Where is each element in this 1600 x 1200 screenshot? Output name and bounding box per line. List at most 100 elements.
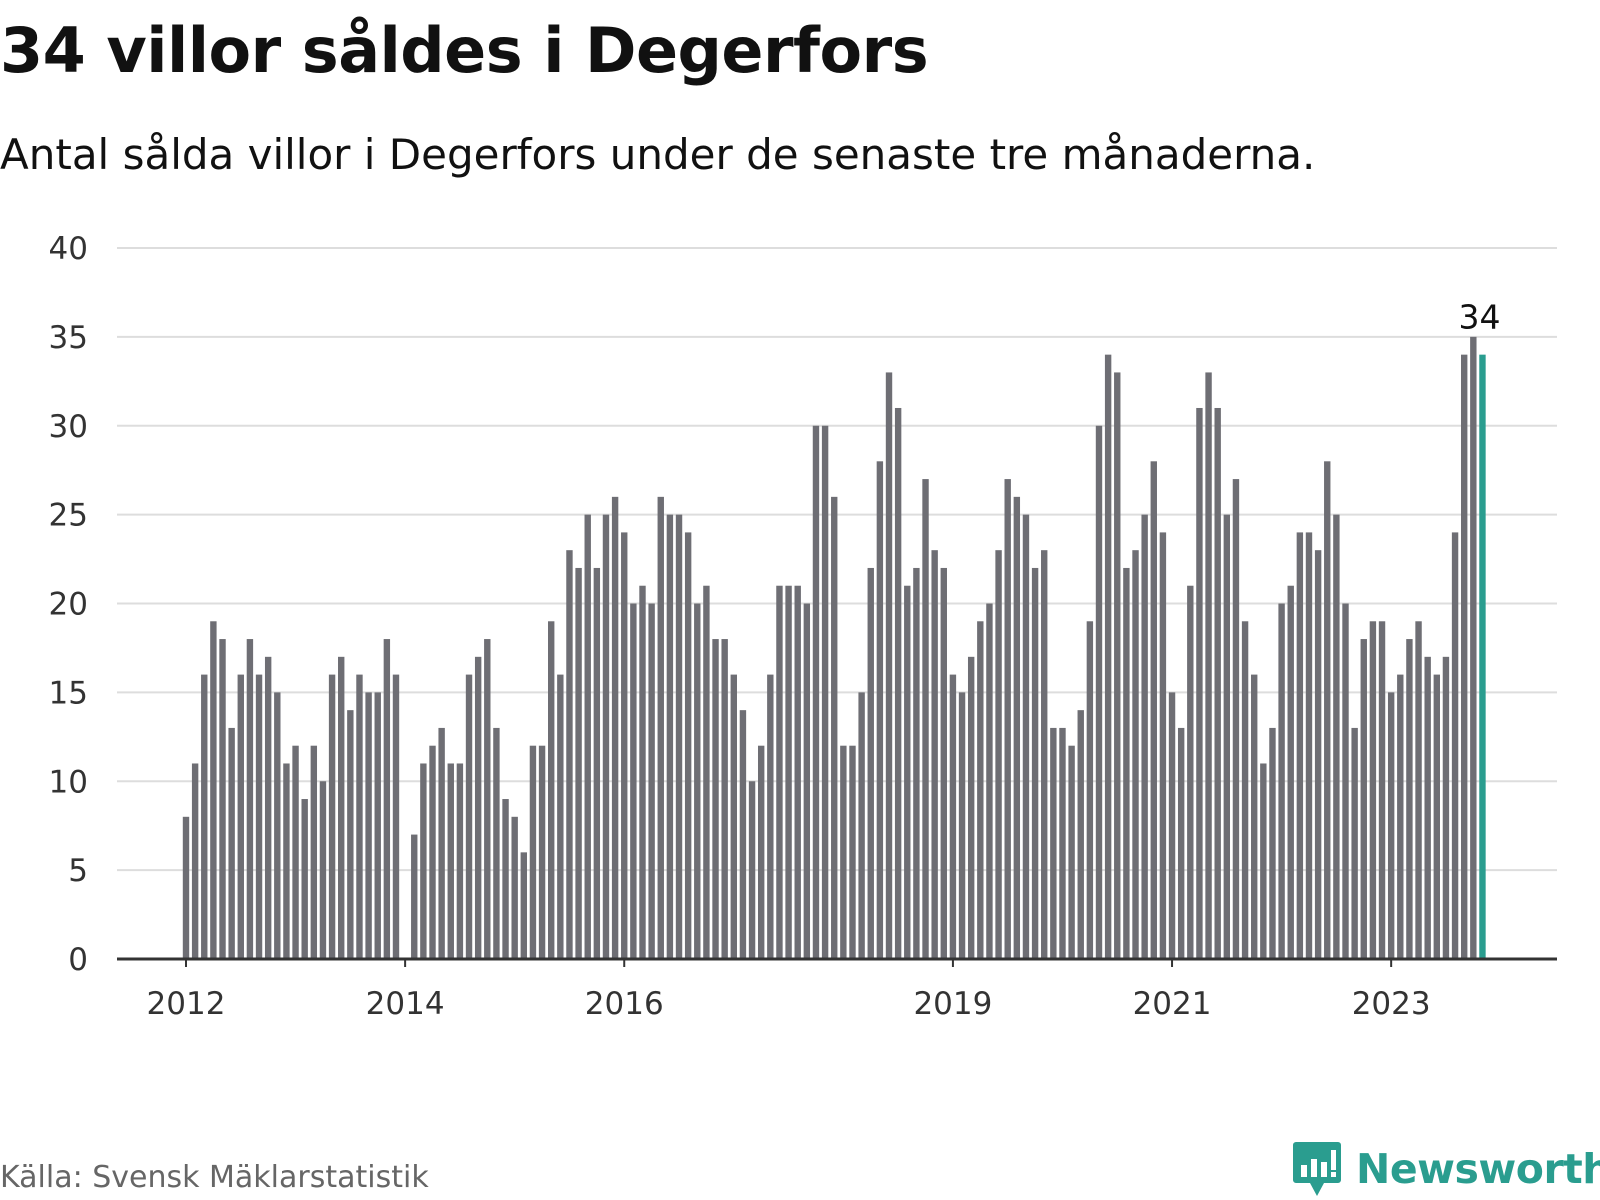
bar	[1196, 407, 1203, 960]
bar	[602, 514, 610, 959]
bar	[520, 852, 528, 959]
bar	[885, 372, 893, 959]
bar	[1351, 727, 1358, 959]
bar	[255, 674, 263, 959]
bar	[264, 656, 272, 959]
bar	[1114, 372, 1121, 959]
bar	[1077, 710, 1084, 959]
bar	[310, 745, 318, 959]
bar	[474, 656, 482, 959]
bar	[201, 674, 208, 959]
bar	[1041, 550, 1048, 959]
bar	[666, 514, 674, 959]
bar	[630, 603, 637, 959]
bar-chart-speech-bubble-icon	[1293, 1142, 1341, 1196]
bar	[1451, 532, 1459, 959]
bar	[776, 585, 783, 959]
bar	[456, 763, 464, 959]
bar	[1387, 692, 1395, 959]
y-axis-ticks: 0 5 10 15 20 25 30 35 40	[49, 231, 88, 978]
bar-chart: 0 5 10 15 20 25 30 35 40 2012 2014 2016 2019 2021 202…	[49, 231, 1557, 1022]
bar	[1205, 372, 1212, 959]
bar	[319, 781, 327, 959]
bar	[1433, 674, 1441, 959]
bar	[1050, 727, 1057, 959]
bar	[611, 496, 619, 959]
data-label: 34	[1458, 298, 1500, 337]
x-tick-label: 2019	[913, 986, 992, 1022]
bar	[922, 479, 929, 959]
bar	[356, 674, 363, 959]
bar	[1177, 727, 1185, 959]
bar	[858, 692, 865, 959]
bar	[1141, 514, 1148, 959]
bar	[1269, 727, 1276, 959]
bar	[657, 496, 664, 959]
bar	[228, 727, 235, 959]
bar	[1223, 514, 1231, 959]
y-tick-label: 20	[49, 587, 88, 623]
bar	[739, 710, 747, 959]
bar	[1415, 621, 1422, 959]
bar	[1260, 763, 1267, 959]
y-tick-label: 25	[49, 498, 88, 534]
chart-subtitle: Antal sålda villor i Degerfors under de …	[0, 130, 1316, 179]
bar	[1342, 603, 1349, 959]
bar	[949, 674, 957, 959]
bar	[748, 781, 756, 959]
bar	[493, 727, 500, 959]
y-tick-label: 35	[49, 320, 88, 356]
bar	[438, 727, 445, 959]
bar	[1123, 567, 1130, 959]
bar-highlight	[1479, 354, 1486, 959]
bar	[986, 603, 993, 959]
bar	[849, 745, 856, 959]
y-tick-label: 0	[68, 942, 88, 978]
bar	[694, 603, 701, 959]
bar	[757, 745, 765, 959]
bar	[730, 674, 737, 959]
bar	[274, 692, 281, 959]
bar	[831, 496, 838, 959]
bar	[867, 567, 874, 959]
x-tick-label: 2012	[147, 986, 226, 1022]
bar	[894, 407, 902, 960]
bar	[411, 834, 418, 959]
bar	[584, 514, 591, 959]
bar	[292, 745, 299, 959]
bar	[1424, 656, 1431, 959]
bar	[246, 639, 254, 959]
bar	[803, 603, 811, 959]
bar	[1305, 532, 1313, 959]
bar	[1214, 407, 1221, 960]
bar	[703, 585, 710, 959]
bar	[283, 763, 290, 959]
bar	[785, 585, 792, 959]
bar	[977, 621, 984, 959]
bar	[1397, 674, 1404, 959]
bar	[721, 639, 728, 959]
bar	[1095, 425, 1103, 959]
y-tick-label: 30	[49, 409, 88, 445]
bar	[1150, 461, 1157, 959]
bar	[1278, 603, 1285, 959]
bar	[338, 656, 345, 959]
bar	[538, 745, 546, 959]
bar	[557, 674, 564, 959]
bar	[529, 745, 537, 959]
bar	[812, 425, 820, 959]
bar	[1232, 479, 1240, 959]
newsworthy-logo: Newsworthy	[1292, 1140, 1600, 1198]
bar	[675, 514, 683, 959]
bar	[1251, 674, 1258, 959]
bar	[639, 585, 646, 959]
bar	[995, 550, 1002, 959]
brand-name: Newsworthy	[1356, 1145, 1600, 1193]
bar	[575, 567, 582, 959]
bar	[502, 799, 509, 959]
bar	[219, 639, 226, 959]
bar	[447, 763, 454, 959]
data-labels: 34	[1455, 295, 1503, 340]
bar	[484, 639, 491, 959]
bar	[429, 745, 436, 959]
